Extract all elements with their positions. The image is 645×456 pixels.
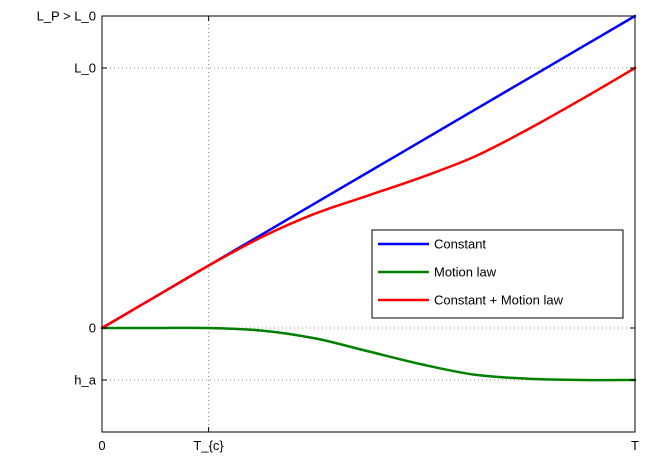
y-tick-label: L_P > L_0 xyxy=(37,9,96,24)
y-tick-label: 0 xyxy=(89,321,96,336)
x-tick-label: T xyxy=(631,438,639,453)
plot-frame xyxy=(101,15,636,433)
series-line-motion-law xyxy=(100,326,637,382)
series-line-constant-motion-law xyxy=(100,66,637,330)
axis-ticks: 0 T_{c} Th_a 0 L_0 L_P > L_0 xyxy=(37,9,639,454)
legend-label-motion-law: Motion law xyxy=(434,265,497,280)
legend-label-constant-motion-law: Constant + Motion law xyxy=(434,293,564,308)
y-tick-label: L_0 xyxy=(74,61,96,76)
x-tick-label: 0 xyxy=(98,438,105,453)
legend: Constant Motion law Constant + Motion law xyxy=(371,229,624,319)
series-layer xyxy=(100,14,637,382)
legend-label-constant: Constant xyxy=(434,237,486,252)
y-tick-label: h_a xyxy=(74,373,96,388)
x-tick-label: T_{c} xyxy=(193,438,224,453)
